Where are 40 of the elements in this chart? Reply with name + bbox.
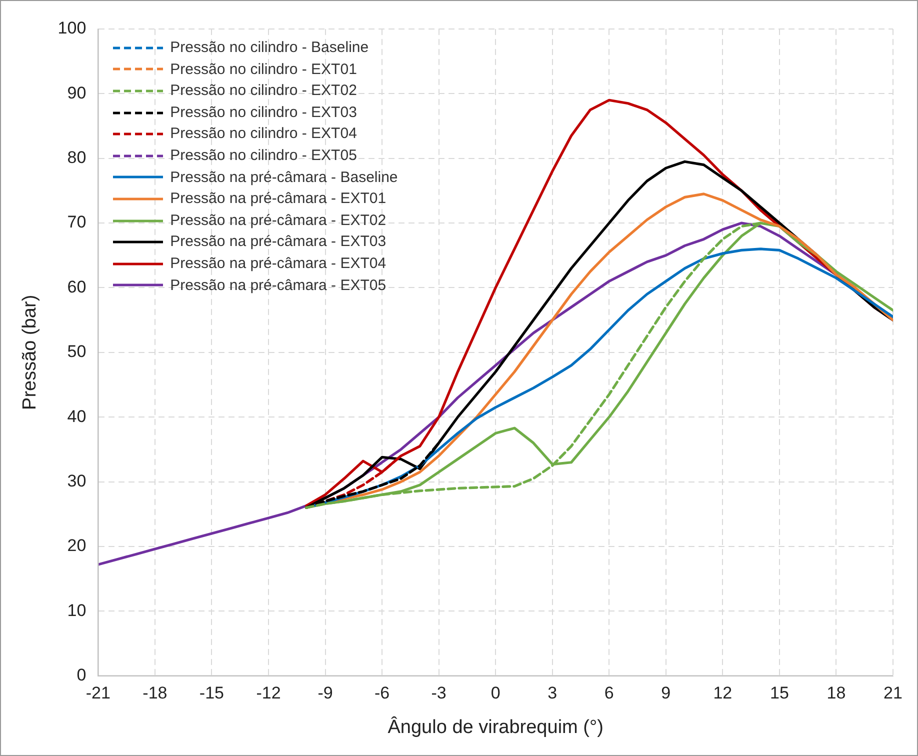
y-tick-label: 40 <box>67 406 86 426</box>
x-tick-label: -9 <box>318 684 333 703</box>
x-tick-label: 21 <box>884 684 902 703</box>
x-tick-label: 9 <box>661 684 671 703</box>
x-tick-label: -12 <box>256 684 281 703</box>
legend-label: Pressão na pré-câmara - EXT05 <box>170 276 386 296</box>
x-tick-label: -6 <box>374 684 390 703</box>
legend-label: Pressão na pré-câmara - EXT03 <box>170 232 386 252</box>
x-axis-title: Ângulo de virabrequim (°) <box>388 716 604 738</box>
y-tick-label: 100 <box>58 18 86 38</box>
y-tick-label: 80 <box>67 148 86 168</box>
legend-label: Pressão na pré-câmara - EXT02 <box>170 210 386 231</box>
legend-label: Pressão no cilindro - EXT03 <box>170 102 357 123</box>
x-tick-label: -21 <box>86 684 110 703</box>
y-tick-label: 10 <box>67 600 86 620</box>
y-tick-label: 90 <box>67 83 86 102</box>
x-tick-label: 3 <box>548 684 558 703</box>
legend-label: Pressão na pré-câmara - EXT04 <box>170 254 386 274</box>
x-tick-label: -3 <box>431 684 446 703</box>
legend-label: Pressão no cilindro - EXT05 <box>170 146 357 166</box>
y-tick-label: 70 <box>67 212 86 232</box>
y-axis-title: Pressão (bar) <box>20 294 41 410</box>
legend-label: Pressão no cilindro - EXT01 <box>170 60 357 80</box>
y-tick-label: 0 <box>76 665 86 684</box>
y-tick-label: 60 <box>67 277 86 296</box>
legend-label: Pressão no cilindro - EXT04 <box>170 124 357 144</box>
x-tick-label: 6 <box>604 684 614 703</box>
y-tick-label: 30 <box>67 471 86 490</box>
x-tick-label: -15 <box>199 684 224 703</box>
y-tick-label: 20 <box>67 536 86 556</box>
legend-label: Pressão na pré-câmara - EXT01 <box>170 189 386 210</box>
legend-label: Pressão no cilindro - Baseline <box>170 38 369 58</box>
x-tick-label: 18 <box>826 684 846 703</box>
legend-label: Pressão no cilindro - EXT02 <box>170 81 357 102</box>
legend-label: Pressão na pré-câmara - Baseline <box>170 168 398 188</box>
x-tick-label: 15 <box>770 684 789 703</box>
x-tick-label: 12 <box>713 684 732 703</box>
x-tick-label: 0 <box>490 684 500 703</box>
x-tick-label: -18 <box>142 684 168 703</box>
y-tick-label: 50 <box>67 342 86 362</box>
